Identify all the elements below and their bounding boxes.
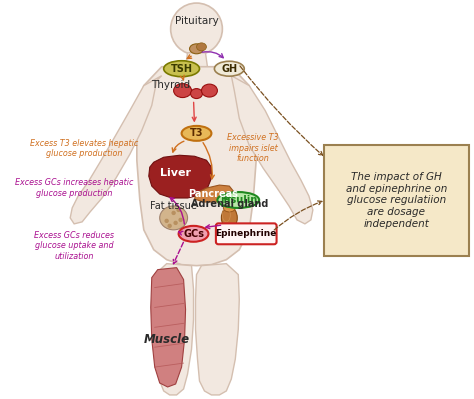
Ellipse shape (164, 61, 200, 77)
Polygon shape (149, 155, 211, 198)
Ellipse shape (190, 44, 203, 54)
FancyBboxPatch shape (216, 223, 276, 244)
Circle shape (164, 219, 169, 223)
Ellipse shape (182, 126, 211, 141)
Text: TSH: TSH (171, 64, 192, 74)
Text: Excess GCs increases hepatic
glucose production: Excess GCs increases hepatic glucose pro… (15, 178, 133, 198)
Text: GH: GH (221, 64, 237, 74)
Text: Excessive T3
impairs islet
function: Excessive T3 impairs islet function (228, 133, 279, 163)
Polygon shape (151, 268, 185, 387)
Ellipse shape (201, 84, 218, 97)
Text: Insulin: Insulin (219, 195, 257, 205)
Text: Muscle: Muscle (144, 333, 190, 346)
Ellipse shape (191, 89, 202, 99)
Text: Pancreas: Pancreas (189, 189, 238, 199)
Text: Excess T3 elevates hepatic
glucose production: Excess T3 elevates hepatic glucose produ… (30, 138, 138, 158)
Text: Pituitary: Pituitary (174, 16, 219, 26)
Circle shape (178, 218, 183, 222)
Text: Epinephrine: Epinephrine (216, 229, 277, 238)
Text: The impact of GH
and epinephrine on
glucose regulatiion
are dosage
independent: The impact of GH and epinephrine on gluc… (346, 172, 447, 229)
Text: Excess GCs reduces
glucose uptake and
utilization: Excess GCs reduces glucose uptake and ut… (34, 231, 114, 261)
Circle shape (167, 224, 172, 228)
Text: Fat tissue: Fat tissue (150, 201, 197, 211)
Ellipse shape (214, 61, 244, 76)
Ellipse shape (173, 84, 191, 97)
Polygon shape (137, 67, 256, 266)
Polygon shape (195, 264, 239, 395)
Ellipse shape (179, 226, 209, 242)
Text: Adrenal gland: Adrenal gland (191, 199, 268, 209)
Ellipse shape (160, 206, 188, 230)
FancyBboxPatch shape (324, 145, 469, 256)
Circle shape (171, 3, 222, 55)
Polygon shape (185, 53, 208, 67)
Ellipse shape (218, 192, 259, 208)
Ellipse shape (223, 204, 235, 212)
Ellipse shape (197, 43, 207, 51)
Circle shape (173, 221, 178, 225)
Text: Liver: Liver (160, 168, 191, 178)
Polygon shape (194, 185, 233, 202)
Circle shape (176, 208, 181, 212)
Polygon shape (70, 76, 162, 224)
Ellipse shape (221, 207, 237, 229)
Text: T3: T3 (190, 128, 203, 138)
Text: Thyroid: Thyroid (151, 80, 190, 90)
Polygon shape (154, 264, 193, 395)
Text: GCs: GCs (183, 229, 204, 239)
Circle shape (172, 211, 176, 215)
Polygon shape (231, 76, 313, 224)
